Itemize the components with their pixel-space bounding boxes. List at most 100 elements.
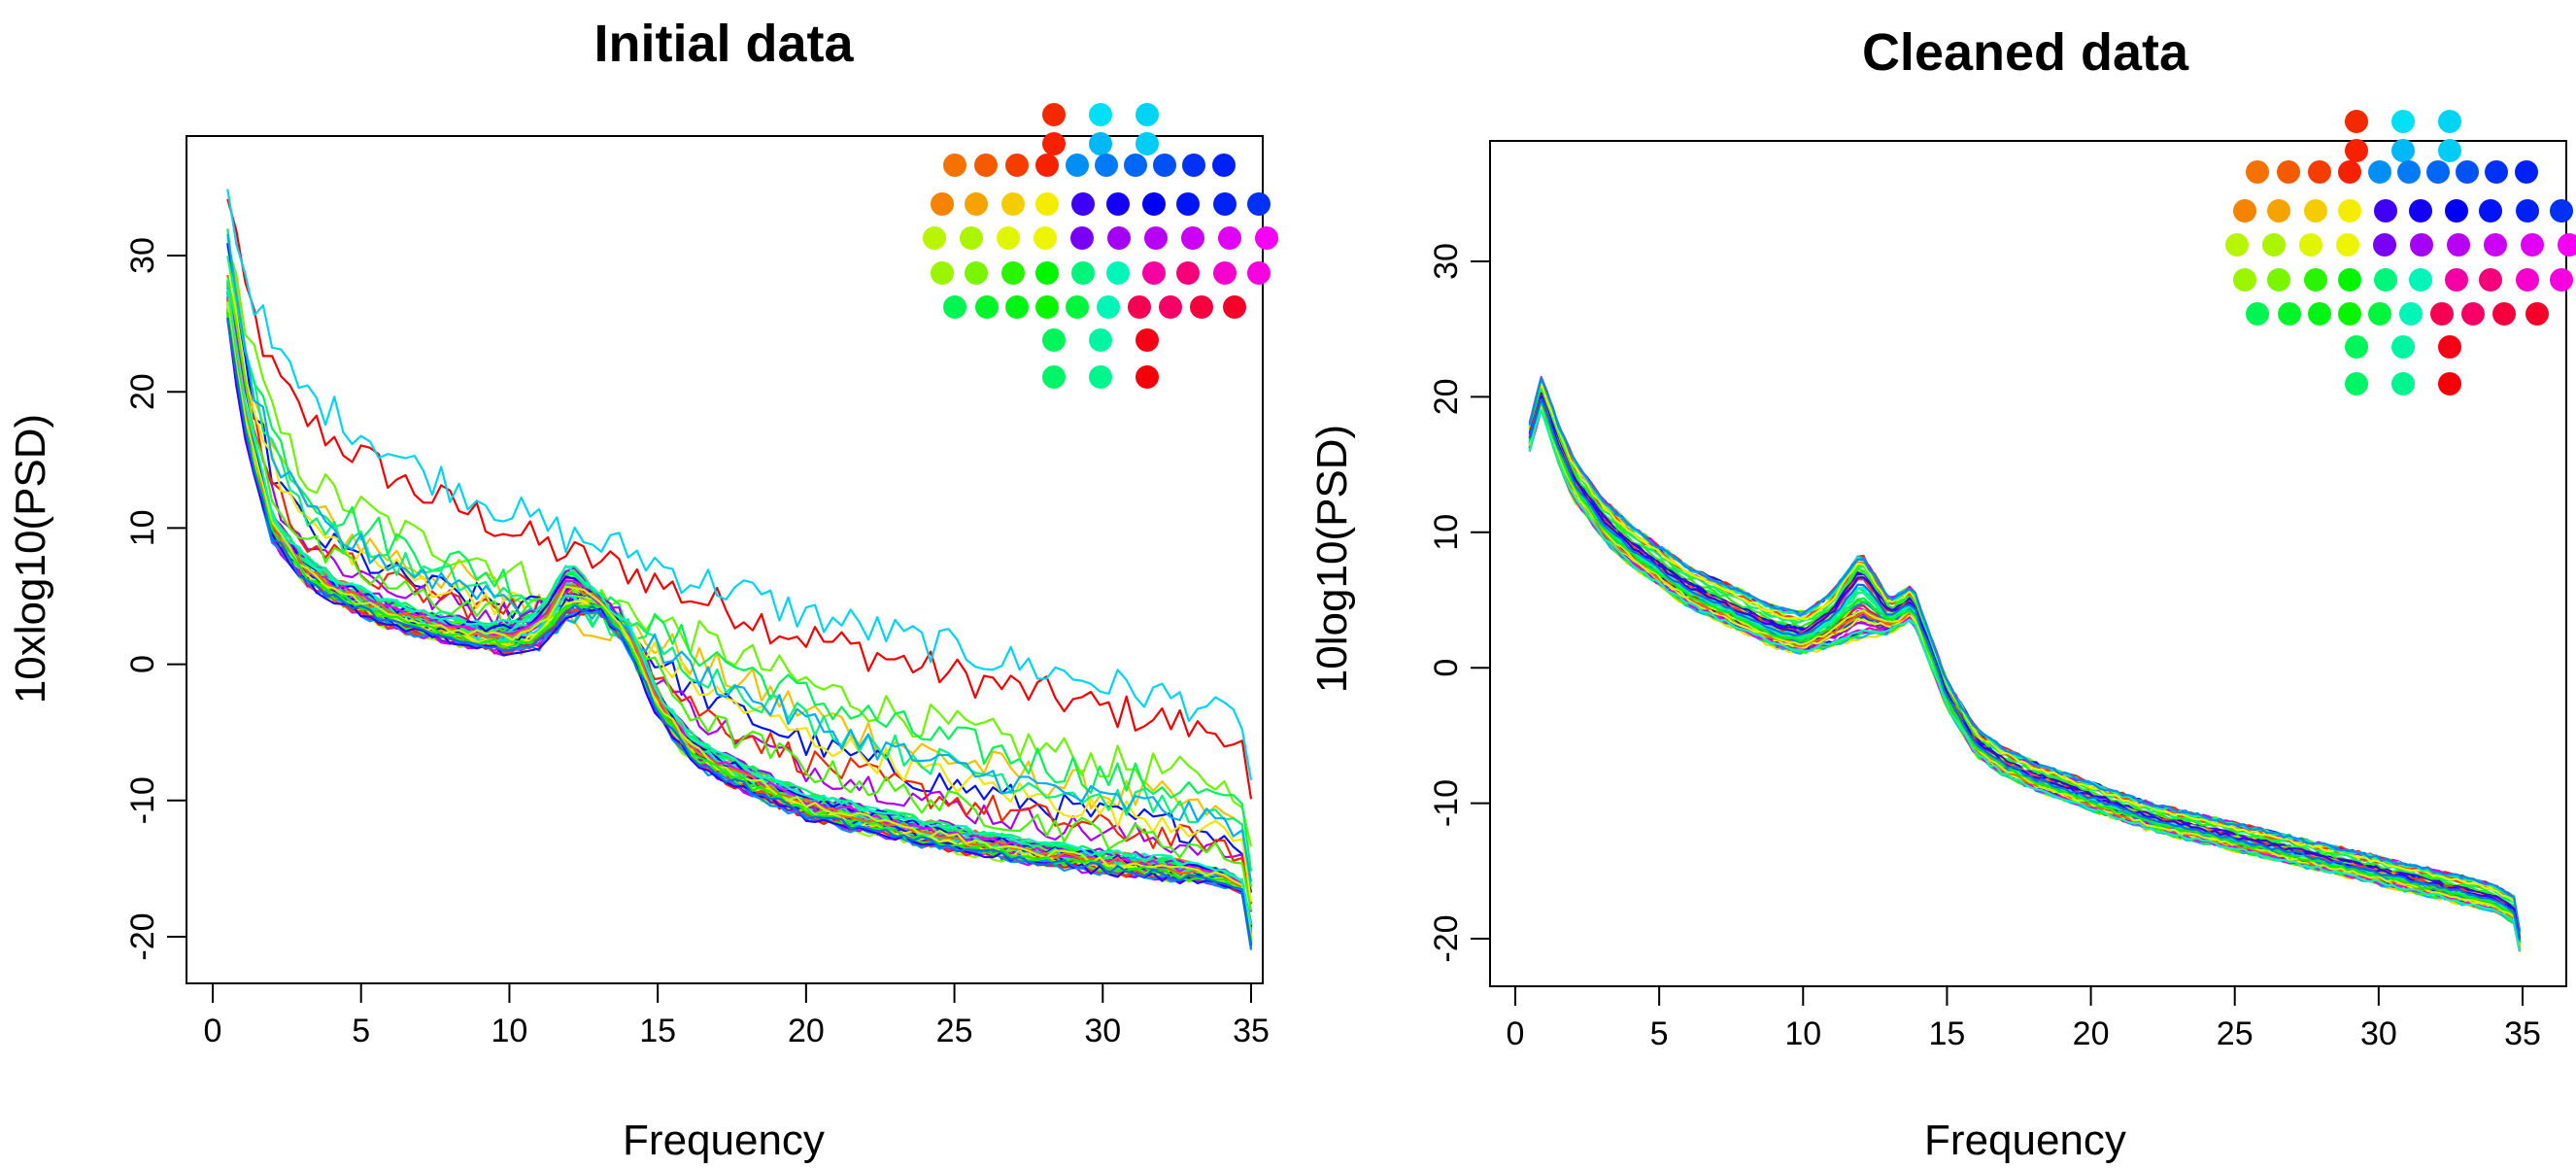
- y-tick-label: 10: [124, 509, 161, 546]
- x-tick-label: 20: [2073, 1015, 2110, 1052]
- electrode-dot: [2278, 302, 2301, 326]
- initial-data-panel: Initial data 0 5 10 15 20 25 30 35 -20 -10 0 10 20 3…: [7, 15, 1278, 1164]
- channel-psd-line: [226, 313, 1253, 945]
- initial-data-y-label: 10xlog10(PSD): [7, 414, 54, 704]
- electrode-dot: [1035, 192, 1059, 216]
- electrode-dot: [2262, 233, 2286, 257]
- electrode-dot: [2550, 199, 2573, 223]
- x-tick-label: 0: [1507, 1015, 1525, 1052]
- electrode-dot: [2308, 302, 2331, 326]
- channel-psd-line: [226, 228, 1253, 872]
- electrode-dot: [931, 261, 954, 285]
- electrode-dot: [1218, 226, 1241, 250]
- x-tick-label: 30: [2360, 1015, 2397, 1052]
- channel-psd-line: [226, 317, 1253, 946]
- electrode-dot: [2484, 233, 2507, 257]
- electrode-dot: [1106, 261, 1130, 285]
- electrode-dot: [1176, 192, 1200, 216]
- electrode-dot: [2438, 139, 2461, 162]
- x-tick-label: 35: [1233, 1013, 1270, 1049]
- electrode-dot: [2438, 372, 2461, 395]
- electrode-dot: [2461, 302, 2485, 326]
- electrode-dot: [2299, 233, 2322, 257]
- electrode-dot: [2338, 302, 2361, 326]
- x-tick-label: 35: [2504, 1015, 2541, 1052]
- electrode-dot: [2374, 268, 2397, 292]
- channel-psd-line: [226, 245, 1253, 847]
- electrode-dot: [2397, 160, 2421, 184]
- electrode-dot: [1005, 295, 1029, 319]
- channel-psd-line: [226, 288, 1253, 928]
- channel-psd-line: [1528, 377, 2522, 932]
- electrode-dot: [960, 226, 983, 250]
- electrode-dot: [2521, 233, 2544, 257]
- channel-psd-line: [226, 288, 1253, 925]
- electrode-dot: [2399, 302, 2423, 326]
- electrode-dot: [2492, 302, 2516, 326]
- channel-psd-line: [226, 276, 1253, 911]
- channel-psd-line: [1528, 379, 2522, 935]
- electrode-dot: [2267, 268, 2290, 292]
- electrode-dot: [2550, 268, 2573, 292]
- x-tick-label: 25: [2217, 1015, 2254, 1052]
- electrode-dot: [965, 192, 988, 216]
- electrode-dot: [2479, 199, 2502, 223]
- electrode-dot: [1042, 365, 1066, 389]
- initial-data-electrode-legend: [923, 103, 1278, 389]
- electrode-dot: [1247, 192, 1271, 216]
- channel-psd-line: [1528, 375, 2522, 932]
- electrode-dot: [1135, 132, 1159, 155]
- electrode-dot: [2409, 268, 2432, 292]
- y-tick-label: -10: [124, 776, 161, 824]
- initial-data-title: Initial data: [593, 15, 854, 73]
- electrode-dot: [1213, 192, 1237, 216]
- cleaned-data-electrode-legend: [2225, 110, 2576, 395]
- electrode-dot: [2516, 199, 2539, 223]
- cleaned-data-y-label: 10log10(PSD): [1308, 425, 1356, 693]
- electrode-dot: [2515, 160, 2538, 184]
- electrode-dot: [1106, 192, 1130, 216]
- electrode-dot: [1223, 295, 1246, 319]
- electrode-dot: [1089, 365, 1112, 389]
- electrode-dot: [923, 226, 946, 250]
- electrode-dot: [1089, 328, 1112, 352]
- channel-psd-line: [1528, 376, 2522, 933]
- electrode-dot: [1071, 192, 1095, 216]
- x-tick-label: 5: [1650, 1015, 1669, 1052]
- electrode-dot: [1255, 226, 1278, 250]
- electrode-dot: [1089, 103, 1112, 126]
- channel-psd-line: [226, 198, 1253, 800]
- initial-data-plot-frame: [186, 135, 1264, 984]
- electrode-dot: [1176, 261, 1200, 285]
- electrode-dot: [2233, 199, 2256, 223]
- electrode-dot: [1066, 295, 1089, 319]
- x-tick-label: 20: [788, 1013, 825, 1049]
- electrode-dot: [2558, 233, 2576, 257]
- electrode-dot: [2447, 233, 2470, 257]
- electrode-dot: [1182, 154, 1205, 177]
- channel-psd-line: [1528, 383, 2522, 935]
- channel-psd-line: [1528, 399, 2522, 945]
- electrode-dot: [1144, 226, 1168, 250]
- channel-psd-line: [1528, 409, 2522, 951]
- electrode-dot: [1042, 328, 1066, 352]
- cleaned-data-panel: Cleaned data 0 5 10 15 20 25 30 35 -20 -10 0 10 20 3…: [1308, 23, 2576, 1164]
- channel-psd-line: [1528, 375, 2522, 933]
- electrode-dot: [1124, 154, 1147, 177]
- channel-psd-line: [226, 233, 1253, 882]
- electrode-dot: [1135, 103, 1159, 126]
- electrode-dot: [2338, 268, 2361, 292]
- electrode-dot: [2267, 199, 2290, 223]
- electrode-dot: [1001, 261, 1025, 285]
- channel-psd-line: [1528, 397, 2522, 942]
- electrode-dot: [2430, 302, 2454, 326]
- electrode-dot: [1153, 154, 1176, 177]
- electrode-dot: [2336, 233, 2359, 257]
- electrode-dot: [2368, 160, 2391, 184]
- electrode-dot: [2246, 160, 2269, 184]
- electrode-dot: [2345, 335, 2368, 359]
- electrode-dot: [2246, 302, 2269, 326]
- channel-psd-line: [226, 242, 1253, 893]
- electrode-dot: [2277, 160, 2300, 184]
- electrode-dot: [1035, 295, 1059, 319]
